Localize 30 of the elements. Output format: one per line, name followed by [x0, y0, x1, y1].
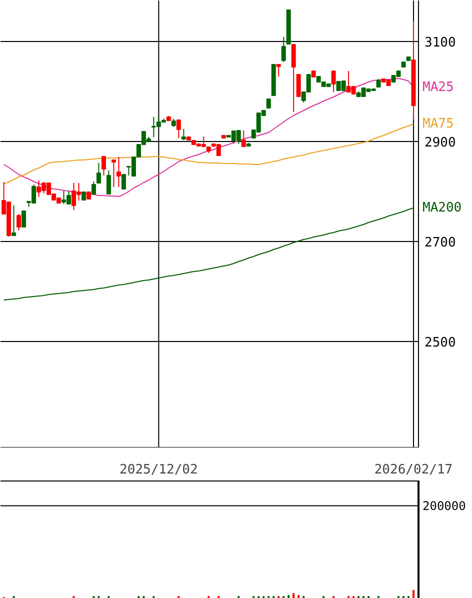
candlestick	[101, 156, 106, 176]
candlestick	[91, 181, 96, 194]
candlestick	[296, 74, 301, 97]
candlestick	[276, 64, 281, 77]
candlestick	[176, 120, 181, 138]
y-tick-label: 2900	[424, 136, 456, 150]
y-tick-label: 2500	[424, 336, 456, 350]
y-tick-label: 3100	[424, 36, 456, 50]
candlestick	[22, 210, 26, 228]
series-label: MA25	[422, 80, 454, 95]
series-label: MA200	[422, 200, 462, 216]
candlestick	[331, 70, 336, 92]
candlestick	[116, 156, 121, 188]
candlestick	[291, 44, 296, 112]
candlestick	[121, 174, 126, 190]
candlestick	[181, 128, 186, 140]
candlestick	[16, 214, 22, 231]
line-series	[3, 208, 414, 300]
candlestick	[96, 162, 101, 184]
candlestick	[111, 160, 116, 188]
y-tick-label: 2700	[424, 236, 456, 250]
series-label: MA75	[422, 116, 454, 132]
candlestick	[106, 170, 111, 194]
x-tick-label: 2026/02/17	[374, 462, 453, 478]
x-tick-label: 2025/12/02	[120, 462, 198, 478]
candlestick	[241, 130, 246, 147]
line-series	[3, 124, 414, 184]
candlestick	[281, 36, 286, 62]
text: 200000	[422, 499, 466, 514]
candlestick	[12, 205, 16, 236]
